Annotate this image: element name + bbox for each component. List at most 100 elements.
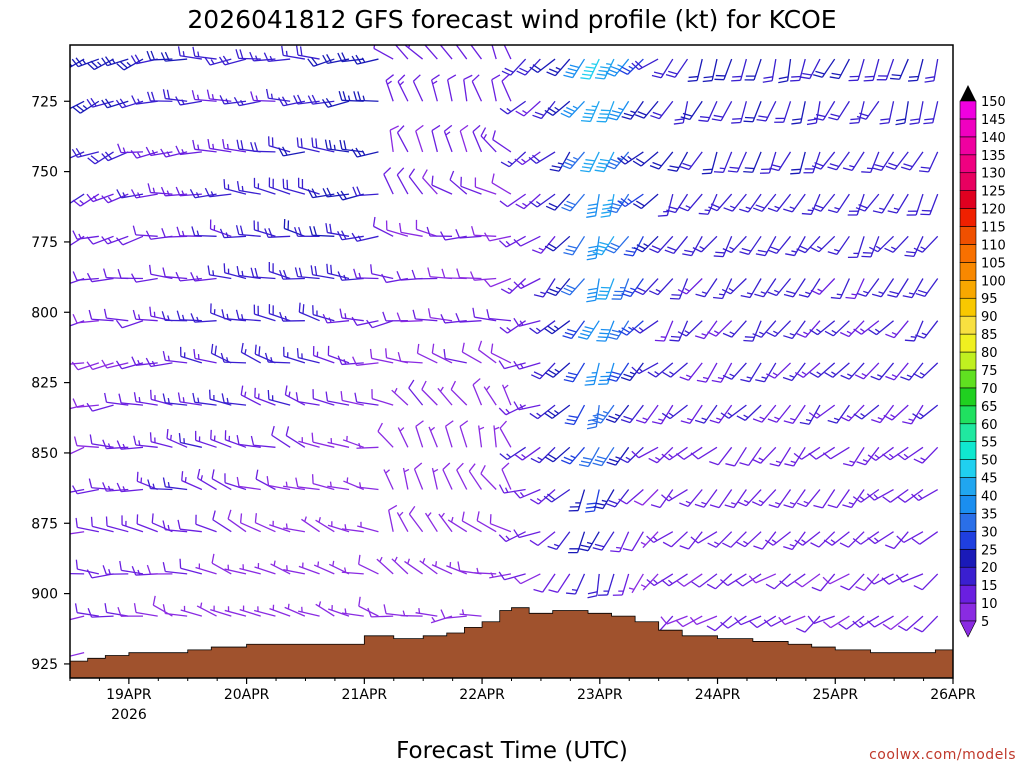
wind-barb bbox=[133, 603, 158, 617]
barb-staff bbox=[391, 389, 409, 406]
colorbar-label: 150 bbox=[981, 95, 1006, 110]
barb-full bbox=[744, 167, 755, 170]
barb-full bbox=[307, 58, 315, 67]
wind-barb bbox=[499, 100, 527, 115]
wind-barb bbox=[190, 272, 217, 282]
barb-full bbox=[309, 225, 313, 236]
barb-staff bbox=[631, 573, 644, 594]
barb-staff bbox=[396, 174, 409, 195]
barb-half bbox=[343, 359, 347, 365]
barb-full bbox=[807, 615, 815, 624]
barb-full bbox=[711, 118, 722, 122]
barb-full bbox=[852, 538, 862, 545]
barb-staff bbox=[297, 486, 320, 491]
wind-barb bbox=[798, 278, 821, 298]
barb-staff bbox=[212, 519, 232, 533]
barb-half bbox=[746, 292, 753, 295]
barb-full bbox=[240, 342, 244, 353]
barb-full bbox=[543, 327, 553, 335]
barb-half bbox=[555, 286, 562, 290]
barb-full bbox=[278, 97, 284, 107]
wind-barb bbox=[72, 230, 99, 240]
barb-staff bbox=[439, 45, 453, 60]
barb-staff bbox=[396, 512, 409, 533]
wind-barb bbox=[422, 169, 438, 195]
wind-barb bbox=[907, 58, 924, 82]
barb-full bbox=[440, 609, 446, 619]
barb-full bbox=[422, 169, 428, 179]
barb-full bbox=[440, 231, 446, 241]
barb-staff bbox=[397, 81, 409, 102]
barb-full bbox=[582, 73, 592, 76]
wind-barb bbox=[269, 520, 291, 533]
barb-full bbox=[734, 617, 742, 626]
barb-full bbox=[924, 118, 934, 121]
barb-full bbox=[431, 343, 435, 354]
barb-half bbox=[167, 397, 170, 404]
barb-full bbox=[223, 263, 226, 273]
barb-full bbox=[631, 450, 640, 459]
wind-barb bbox=[811, 151, 836, 170]
wind-barb bbox=[294, 267, 320, 280]
barb-full bbox=[623, 112, 634, 117]
barb-full bbox=[840, 585, 850, 591]
wind-barb bbox=[474, 177, 497, 195]
wind-barb bbox=[312, 305, 335, 322]
wind-barb bbox=[279, 269, 305, 280]
barb-full bbox=[133, 435, 137, 446]
barb-half bbox=[685, 500, 691, 504]
barb-full bbox=[500, 161, 510, 168]
wind-barb bbox=[607, 100, 630, 121]
barb-full bbox=[635, 200, 645, 207]
barb-full bbox=[281, 45, 284, 56]
barb-half bbox=[182, 397, 185, 403]
wind-barb bbox=[428, 426, 438, 448]
wind-barb bbox=[119, 560, 144, 575]
barb-full bbox=[561, 206, 571, 212]
barb-half bbox=[730, 502, 737, 505]
barb-staff bbox=[412, 81, 424, 102]
wind-barb bbox=[118, 393, 144, 406]
wind-barb bbox=[101, 151, 129, 162]
barb-full bbox=[783, 335, 793, 340]
barb-staff bbox=[76, 404, 99, 408]
colorbar-box bbox=[959, 100, 977, 120]
barb-half bbox=[358, 442, 362, 449]
barb-full bbox=[610, 242, 620, 248]
wind-barb bbox=[220, 352, 247, 364]
wind-barb bbox=[578, 446, 600, 468]
colorbar-label: 30 bbox=[981, 525, 998, 540]
wind-barb bbox=[162, 89, 188, 102]
barb-half bbox=[504, 487, 509, 493]
barb-full bbox=[254, 267, 259, 278]
barb-half bbox=[728, 287, 734, 292]
barb-staff bbox=[642, 278, 659, 296]
wind-barb bbox=[88, 309, 114, 322]
wind-barb bbox=[676, 446, 703, 460]
barb-half bbox=[554, 106, 560, 111]
barb-full bbox=[586, 375, 597, 378]
barb-full bbox=[887, 294, 897, 298]
barb-full bbox=[214, 345, 217, 356]
wind-barb bbox=[666, 193, 689, 214]
barb-full bbox=[404, 45, 407, 46]
barb-half bbox=[399, 427, 405, 432]
barb-half bbox=[617, 156, 623, 161]
barb-staff bbox=[356, 99, 379, 102]
barb-half bbox=[713, 330, 720, 334]
barb-full bbox=[490, 343, 494, 354]
barb-half bbox=[891, 331, 898, 336]
barb-half bbox=[789, 502, 796, 505]
wind-barb bbox=[694, 404, 718, 424]
wind-barb bbox=[679, 362, 703, 381]
wind-barb bbox=[801, 193, 821, 215]
barb-full bbox=[486, 309, 490, 319]
barb-full bbox=[829, 163, 840, 168]
barb-staff bbox=[424, 512, 438, 533]
barb-half bbox=[64, 405, 67, 409]
barb-half bbox=[137, 569, 141, 576]
barb-full bbox=[326, 263, 329, 274]
barb-full bbox=[695, 293, 705, 298]
barb-staff bbox=[593, 362, 600, 385]
barb-half bbox=[570, 455, 576, 459]
